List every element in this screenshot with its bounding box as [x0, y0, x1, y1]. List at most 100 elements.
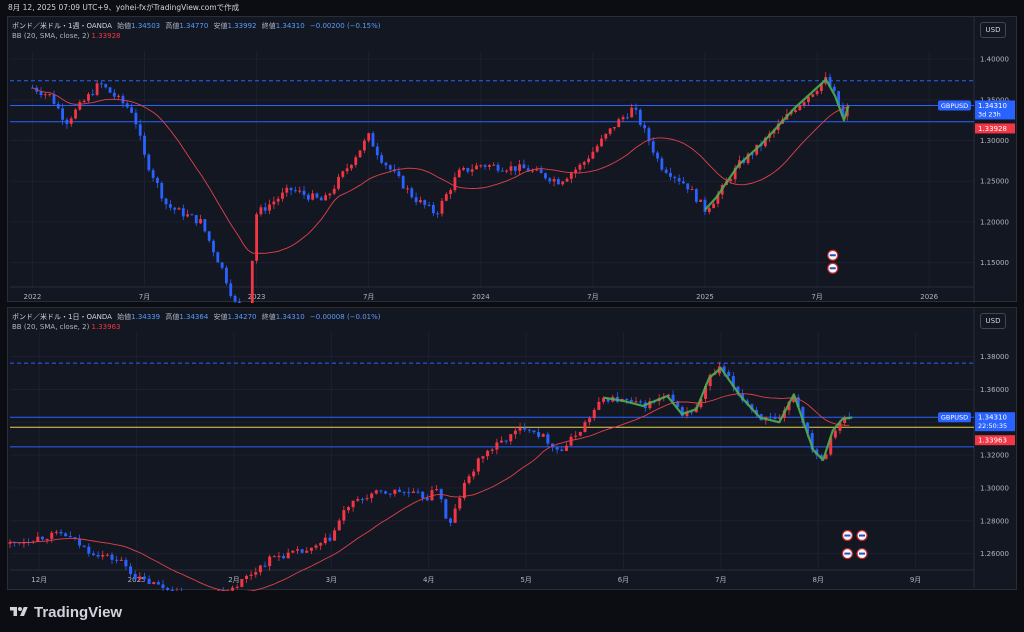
candle-body: [561, 181, 565, 185]
candle-body: [276, 198, 280, 202]
candle-body: [479, 165, 483, 167]
candle-body: [472, 471, 476, 477]
candle-body: [186, 214, 190, 217]
x-tick-label: 7月: [715, 576, 726, 584]
candle-body: [828, 76, 832, 87]
candle-body: [254, 572, 258, 575]
daily-currency-button[interactable]: USD: [980, 313, 1006, 329]
candle-body: [486, 450, 490, 457]
symbol-tag-label: GBPUSD: [941, 414, 968, 422]
weekly-change: −0.00200 (−0.15%): [309, 22, 381, 30]
candle-body: [414, 197, 418, 203]
weekly-currency-button[interactable]: USD: [980, 22, 1006, 38]
candle-body: [112, 92, 116, 97]
candle-body: [119, 559, 123, 561]
candle-body: [115, 559, 119, 561]
candle-body: [729, 179, 733, 182]
daily-chart-canvas[interactable]: 1.380001.360001.340001.320001.300001.280…: [8, 308, 1018, 591]
candle-body: [315, 193, 319, 198]
daily-high: 1.34364: [179, 313, 209, 321]
candle-body: [305, 550, 309, 553]
x-tick-label: 2026: [920, 293, 938, 301]
candle-body: [411, 491, 415, 494]
candle-body: [440, 200, 444, 214]
candle-body: [838, 423, 842, 431]
candle-body: [78, 102, 82, 110]
candle-body: [407, 492, 411, 494]
y-tick-label: 1.26000: [980, 550, 1009, 558]
candle-body: [682, 181, 685, 184]
candle-body: [425, 498, 429, 501]
candle-body: [833, 430, 837, 438]
candle-body: [768, 416, 772, 418]
daily-bb-legend[interactable]: BB (20, SMA, close, 2) 1.33963: [12, 323, 121, 331]
candle-body: [216, 252, 220, 263]
candle-body: [648, 401, 652, 409]
candle-body: [64, 533, 68, 537]
weekly-chart-canvas[interactable]: 1.40000 1.35000 1.30000 1.25000 1.20000 1.150…: [8, 17, 1018, 303]
candle-body: [801, 407, 805, 423]
candle-body: [604, 133, 608, 139]
candle-body: [639, 401, 643, 403]
daily-symbol[interactable]: ポンド／米ドル・1日・OANDA: [12, 313, 112, 321]
candle-body: [733, 167, 737, 180]
candle-body: [671, 394, 675, 402]
weekly-close: 1.34310: [275, 22, 305, 30]
candle-body: [600, 138, 603, 147]
candle-body: [829, 437, 833, 455]
candle-body: [431, 204, 435, 214]
wave-overlay-line: [603, 367, 853, 462]
y-tick-label: 1.15000: [980, 259, 1009, 267]
candle-body: [194, 214, 198, 224]
candle-body: [181, 208, 185, 217]
candle-body: [268, 556, 272, 567]
candle-body: [74, 109, 77, 119]
candle-body: [56, 103, 60, 109]
candle-body: [401, 176, 405, 189]
candle-body: [87, 94, 90, 101]
candle-body: [379, 490, 383, 492]
daily-low: 1.34270: [227, 313, 257, 321]
y-tick-label: 1.30000: [980, 137, 1009, 145]
x-tick-label: 7月: [811, 293, 822, 301]
candle-body: [95, 83, 99, 95]
x-tick-label: 2025: [128, 576, 146, 584]
x-tick-label: 12月: [31, 576, 47, 584]
candle-body: [105, 554, 109, 556]
daily-chart-pane[interactable]: 1.380001.360001.340001.320001.300001.280…: [7, 307, 1018, 591]
candle-body: [444, 194, 448, 201]
candle-body: [591, 151, 595, 159]
candle-body: [268, 204, 271, 211]
candle-body: [345, 168, 349, 172]
candle-body: [173, 207, 177, 210]
candle-body: [309, 547, 313, 551]
candle-body: [59, 531, 63, 534]
weekly-bb-legend[interactable]: BB (20, SMA, close, 2) 1.33928: [12, 32, 121, 40]
candle-body: [436, 213, 440, 215]
y-tick-label: 1.35000: [980, 96, 1009, 104]
candle-body: [36, 536, 40, 542]
weekly-chart-pane[interactable]: 1.40000 1.35000 1.30000 1.25000 1.20000 1.150…: [7, 16, 1018, 303]
candle-body: [255, 214, 259, 261]
candle-body: [680, 407, 684, 416]
candle-body: [492, 164, 496, 166]
candle-body: [548, 178, 552, 182]
candle-body: [121, 95, 125, 104]
candle-body: [133, 573, 137, 580]
candle-body: [694, 189, 698, 202]
candle-body: [617, 119, 621, 128]
tradingview-footer[interactable]: TradingView: [8, 602, 122, 622]
candle-body: [488, 165, 491, 167]
weekly-symbol[interactable]: ポンド／米ドル・1週・OANDA: [12, 22, 112, 30]
candle-body: [170, 589, 174, 591]
candle-body: [164, 198, 168, 205]
candle-body: [358, 150, 362, 158]
last-price-label: 1.34310: [978, 414, 1007, 422]
candle-body: [810, 433, 814, 450]
candle-body: [504, 440, 508, 442]
candle-body: [259, 207, 263, 215]
candle-body: [61, 108, 64, 120]
candle-body: [677, 178, 681, 182]
candle-body: [341, 171, 345, 177]
candle-body: [792, 397, 796, 402]
